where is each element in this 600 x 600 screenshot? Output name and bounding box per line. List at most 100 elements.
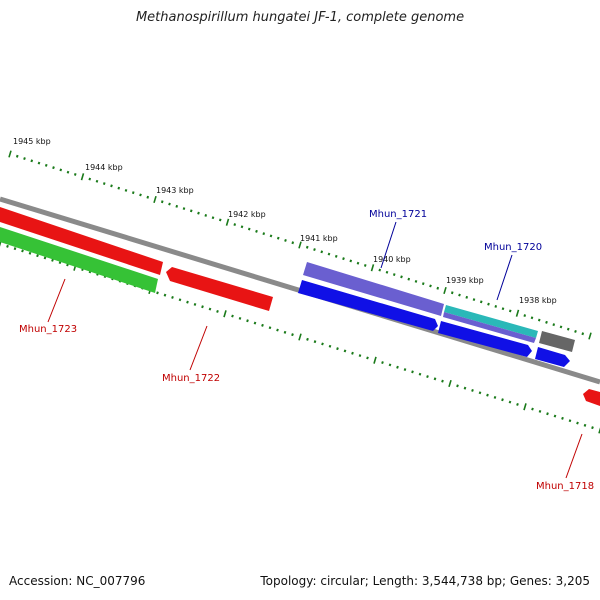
minor-tick (583, 423, 587, 427)
gene-arrow-mhun-1720[interactable] (444, 305, 538, 338)
gene-arrow-mhun-1718[interactable] (583, 389, 600, 406)
minor-tick (358, 354, 362, 358)
minor-tick (478, 391, 482, 395)
minor-tick (356, 261, 360, 265)
gene-arrow-gray[interactable] (539, 331, 575, 352)
minor-tick (37, 161, 41, 165)
callout-line (189, 325, 208, 371)
minor-tick (306, 337, 309, 341)
minor-tick (197, 211, 200, 215)
minor-tick (240, 225, 244, 229)
map-title: Methanospirillum hungatei JF-1, complete… (135, 10, 465, 25)
minor-tick (247, 227, 251, 231)
minor-tick (568, 419, 572, 423)
major-tick (598, 427, 600, 434)
minor-tick (211, 216, 215, 220)
inner-tick-track (0, 240, 600, 434)
callout-line (496, 254, 513, 301)
gene-arrow-blue[interactable] (535, 347, 570, 367)
minor-tick (73, 173, 77, 176)
minor-tick (201, 305, 204, 309)
minor-tick (218, 218, 222, 222)
scale-label: 1942 kbp (228, 210, 266, 219)
gene-arrow-mhun-1722[interactable] (166, 267, 273, 311)
minor-tick (545, 320, 548, 324)
minor-tick (255, 229, 258, 233)
minor-tick (208, 307, 212, 311)
major-tick (223, 310, 227, 318)
scale-label: 1944 kbp (85, 163, 123, 172)
gene-label[interactable]: Mhun_1720 (484, 242, 542, 253)
minor-tick (349, 259, 353, 263)
minor-tick (487, 302, 490, 306)
minor-tick (216, 309, 219, 313)
minor-tick (305, 245, 309, 249)
minor-tick (51, 258, 54, 262)
minor-tick (363, 264, 367, 267)
scale-label: 1941 kbp (300, 234, 338, 243)
minor-tick (591, 426, 594, 430)
minor-tick (139, 193, 142, 197)
major-tick (298, 241, 302, 249)
minor-tick (418, 372, 422, 376)
gene-arrow-red[interactable] (0, 207, 163, 275)
minor-tick (392, 273, 396, 276)
minor-tick (268, 326, 272, 330)
gene-arrow-green[interactable] (0, 227, 158, 293)
minor-tick (421, 282, 425, 286)
minor-tick (13, 247, 17, 251)
minor-tick (291, 333, 294, 337)
minor-tick (501, 307, 505, 311)
minor-tick (30, 159, 34, 163)
minor-tick (58, 261, 62, 265)
minor-tick (124, 188, 128, 192)
minor-tick (313, 248, 316, 252)
minor-tick (388, 363, 392, 367)
minor-tick (102, 182, 106, 185)
gene-arrow-blue[interactable] (298, 280, 438, 331)
outer-tick-track (8, 150, 592, 340)
gene-arrow-mhun-1721[interactable] (303, 262, 444, 316)
scale-label: 1938 kbp (519, 296, 557, 305)
minor-tick (44, 163, 48, 167)
gene-label[interactable]: Mhun_1718 (536, 481, 594, 492)
minor-tick (175, 204, 179, 208)
minor-tick (458, 293, 461, 297)
minor-tick (52, 166, 55, 170)
minor-tick (581, 332, 585, 336)
major-tick (515, 309, 520, 317)
minor-tick (269, 234, 273, 238)
minor-tick (193, 302, 197, 306)
minor-tick (537, 318, 541, 322)
gene-arrow-blue[interactable] (438, 321, 532, 357)
minor-tick (566, 327, 570, 331)
genome-summary-text: Topology: circular; Length: 3,544,738 bp… (260, 574, 590, 588)
minor-tick (366, 356, 369, 360)
minor-tick (516, 402, 519, 406)
minor-tick (436, 286, 440, 290)
minor-tick (574, 329, 577, 333)
minor-tick (246, 319, 249, 323)
minor-tick (559, 325, 563, 329)
major-tick (448, 379, 452, 388)
major-tick (523, 403, 527, 411)
minor-tick (403, 368, 407, 372)
minor-tick (262, 232, 266, 236)
gene-label[interactable]: Mhun_1722 (162, 373, 220, 384)
minor-tick (381, 361, 384, 365)
minor-tick (321, 342, 324, 346)
minor-tick (501, 398, 504, 402)
minor-tick (231, 314, 234, 318)
minor-tick (168, 202, 171, 206)
minor-tick (284, 238, 287, 242)
minor-tick (36, 254, 39, 258)
minor-tick (441, 379, 444, 383)
minor-tick (110, 184, 113, 188)
gene-arrow-mhun-1720-lower[interactable] (443, 312, 536, 343)
minor-tick (465, 295, 469, 299)
callout-line (47, 278, 66, 323)
major-tick (80, 173, 85, 181)
gene-label[interactable]: Mhun_1723 (19, 324, 77, 335)
gene-label[interactable]: Mhun_1721 (369, 209, 427, 220)
